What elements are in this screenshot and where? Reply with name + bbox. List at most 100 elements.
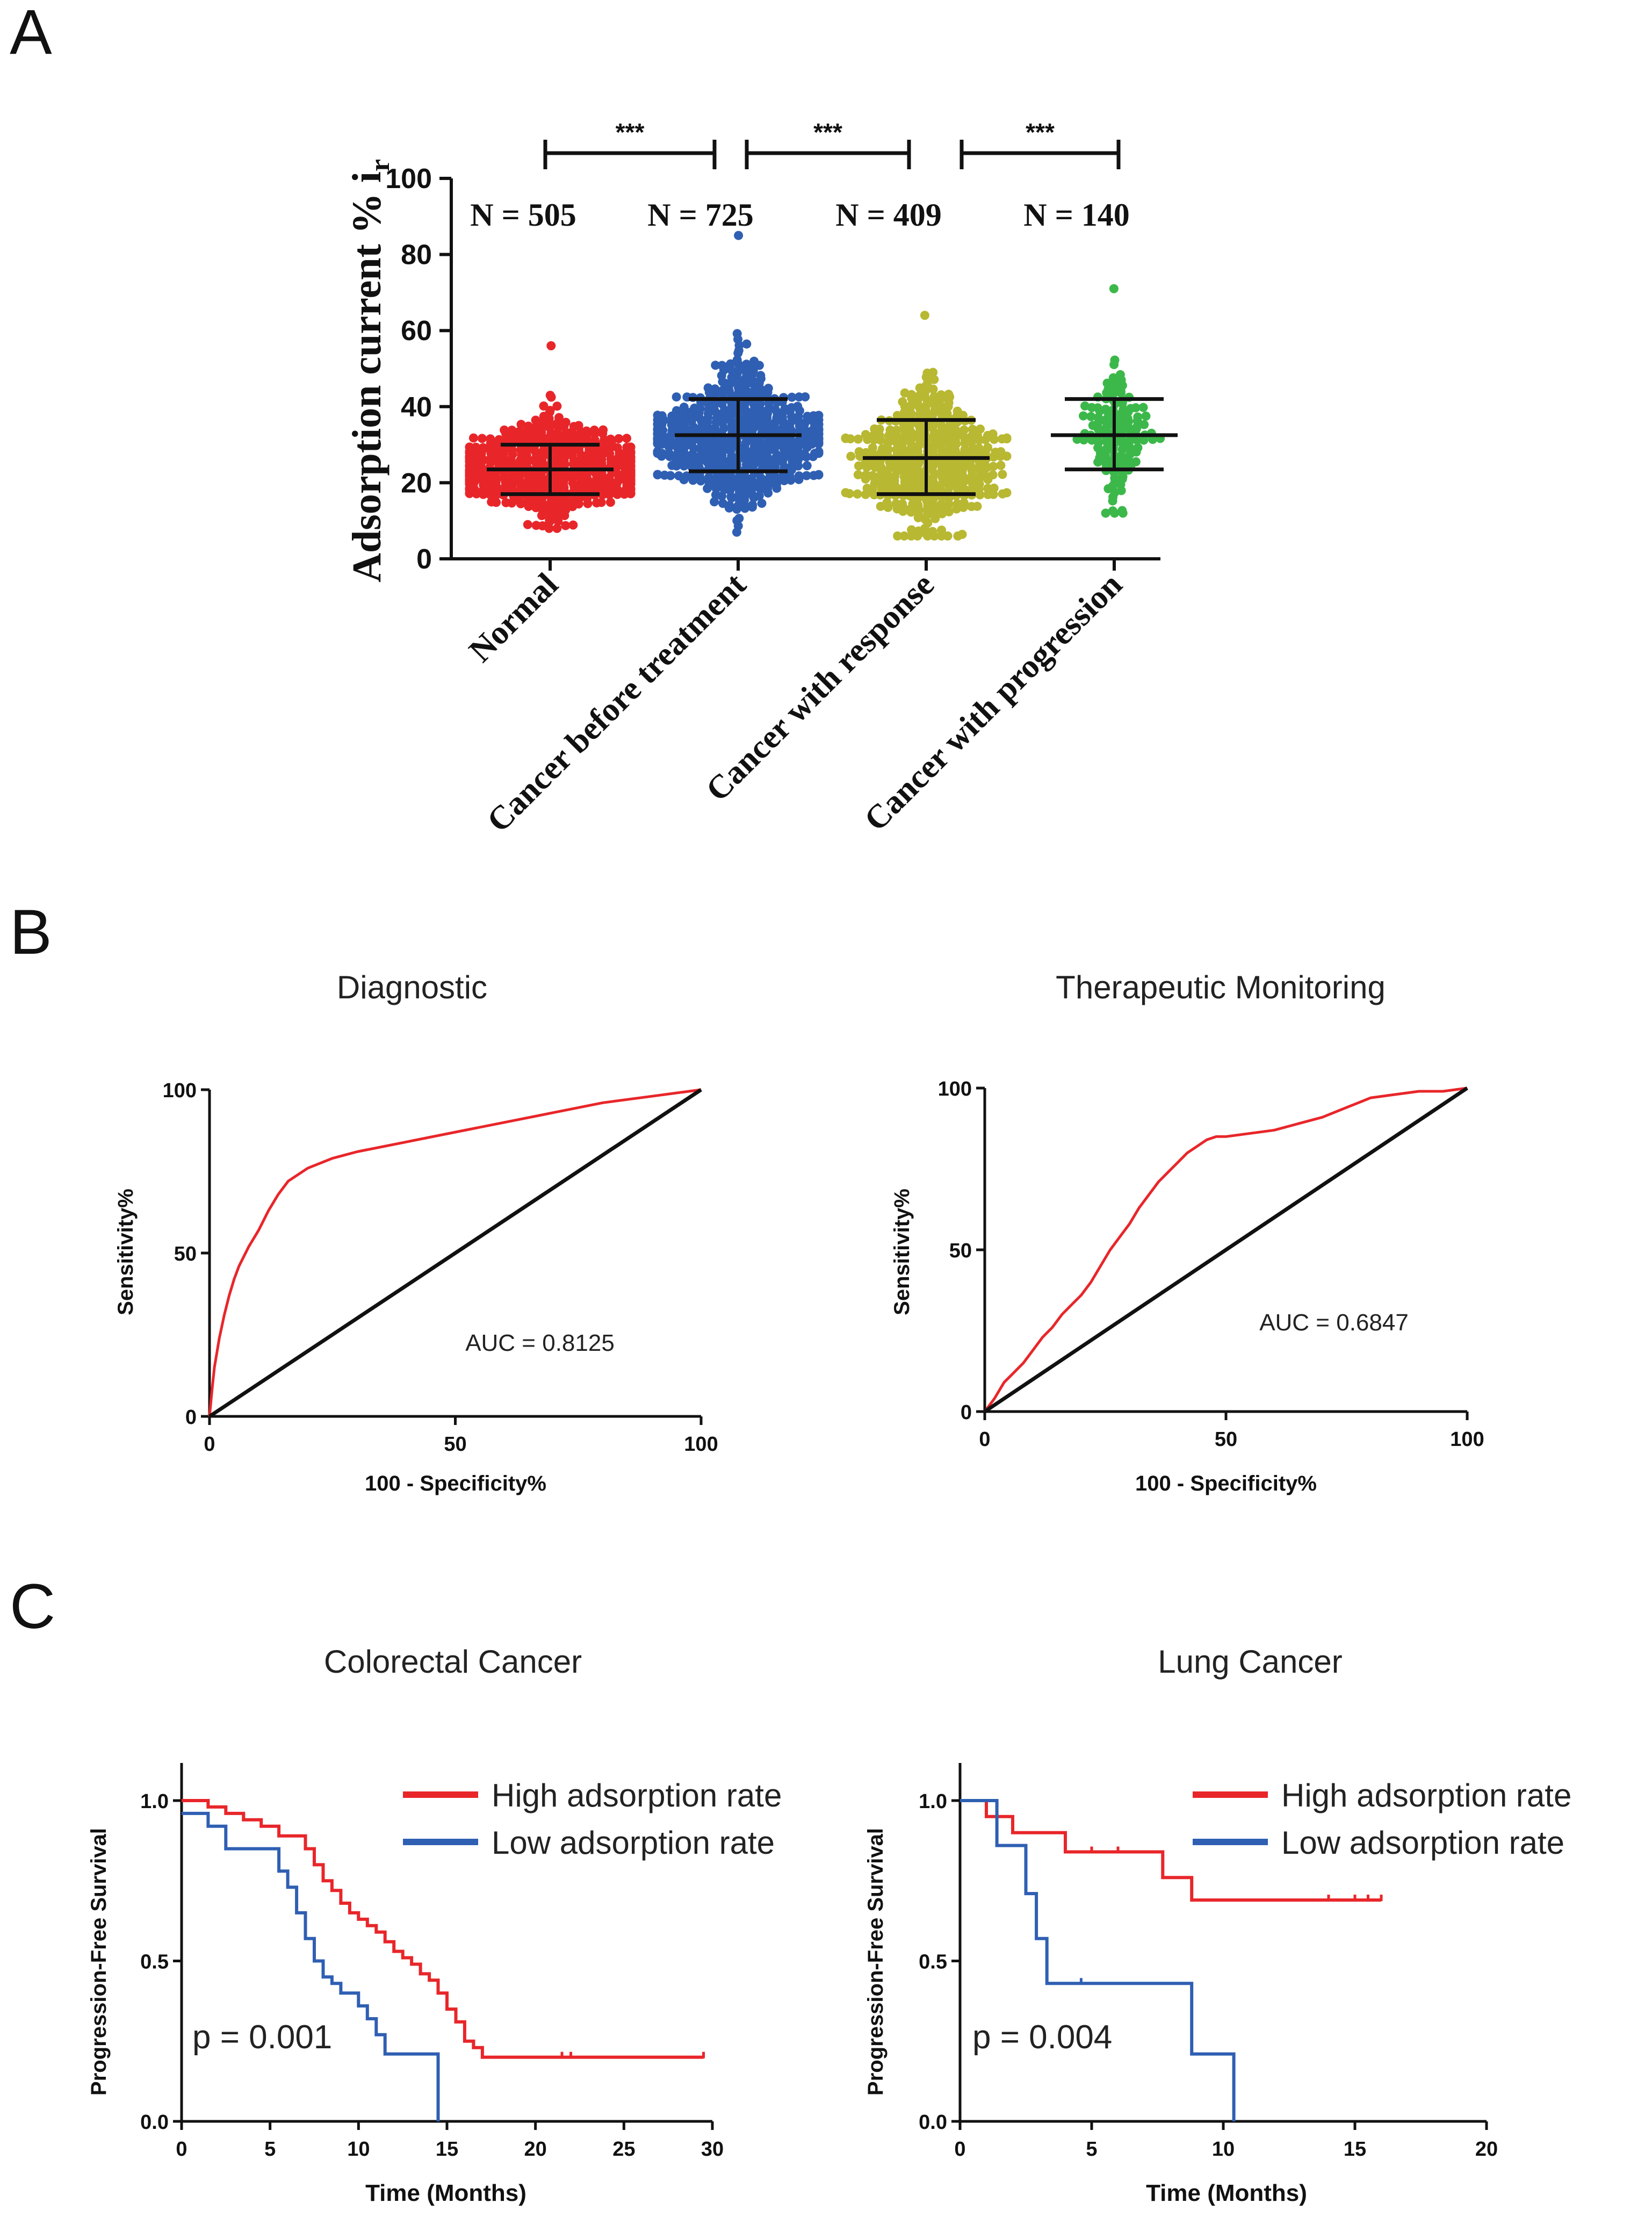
x-tick-label: 50 <box>444 1433 466 1456</box>
data-point <box>531 415 540 425</box>
data-point <box>665 449 674 458</box>
data-point <box>928 384 938 394</box>
data-point <box>1080 401 1090 411</box>
data-point <box>891 499 901 508</box>
data-point <box>763 384 773 393</box>
x-tick-label: 0 <box>979 1428 990 1451</box>
data-point <box>465 442 474 452</box>
data-point <box>861 470 871 480</box>
data-point <box>920 311 929 320</box>
data-point <box>960 425 969 435</box>
data-point <box>501 498 511 507</box>
data-point <box>1101 405 1110 414</box>
data-point <box>500 425 509 435</box>
data-point <box>552 523 562 533</box>
n-count-label: N = 725 <box>647 197 754 233</box>
y-tick-label: 40 <box>401 392 432 423</box>
data-point <box>928 527 937 536</box>
data-point <box>868 443 877 452</box>
data-point <box>988 429 998 439</box>
data-point <box>814 411 824 420</box>
p-value-annotation: p = 0.001 <box>192 2019 332 2056</box>
auc-annotation: AUC = 0.8125 <box>465 1330 615 1356</box>
panel-label-c: C <box>10 1571 55 1642</box>
data-point <box>929 500 939 510</box>
y-tick-label: 80 <box>401 240 432 271</box>
p-value-annotation: p = 0.004 <box>972 2019 1112 2056</box>
data-point <box>582 426 591 436</box>
data-point <box>944 499 954 509</box>
x-tick-label: 15 <box>1344 2138 1366 2161</box>
data-point <box>507 426 517 435</box>
data-point <box>561 521 571 530</box>
data-point <box>516 420 526 429</box>
data-point <box>862 484 872 493</box>
data-point <box>882 498 892 507</box>
y-tick-label: 1.0 <box>140 1790 169 1813</box>
data-point <box>943 531 953 541</box>
data-point <box>718 385 728 395</box>
data-point <box>1108 506 1117 516</box>
data-point <box>802 461 812 471</box>
data-point <box>937 526 946 535</box>
data-point <box>957 530 967 539</box>
data-point <box>711 361 720 370</box>
data-point <box>679 402 689 412</box>
data-point <box>861 430 870 440</box>
data-point <box>486 434 495 444</box>
data-point <box>598 425 608 435</box>
data-point <box>1079 411 1088 421</box>
significance-stars: *** <box>813 118 842 146</box>
y-tick-label: 100 <box>163 1079 197 1102</box>
data-point <box>732 329 742 339</box>
data-point <box>742 339 752 349</box>
data-point <box>802 471 811 480</box>
data-point <box>846 451 856 461</box>
data-point <box>892 411 902 420</box>
data-point <box>1108 373 1118 383</box>
y-axis-label: Progression-Free Survival <box>87 1828 111 2096</box>
panel-label-a: A <box>10 0 52 68</box>
y-tick-label: 50 <box>949 1240 972 1262</box>
n-count-label: N = 505 <box>470 197 576 233</box>
x-tick-label: 20 <box>524 2138 547 2161</box>
data-point <box>1138 402 1148 412</box>
data-point <box>734 514 744 523</box>
data-point <box>929 375 939 384</box>
category-label: Normal <box>462 566 565 670</box>
data-point <box>1139 420 1149 429</box>
data-point <box>494 435 504 444</box>
data-point <box>787 392 797 402</box>
y-tick-label: 0 <box>185 1406 197 1429</box>
data-point <box>841 433 850 443</box>
data-point <box>885 425 895 435</box>
panel-c-km-colorectal: Colorectal Cancer 0.0 0.5 1.0 0 5 10 15 20 25 30 Pr… <box>87 1644 782 2206</box>
data-point <box>1131 403 1141 413</box>
y-tick-label: 0.0 <box>140 2111 169 2134</box>
data-point <box>487 497 496 507</box>
panel-b-roc-diagnostic: Diagnostic 00 50 50 100 100 Sensitivity% 100 - … <box>114 969 718 1495</box>
data-point <box>561 418 571 427</box>
data-point <box>726 359 735 369</box>
data-point <box>983 443 993 452</box>
x-tick-label: 10 <box>347 2138 370 2161</box>
chart-title: Colorectal Cancer <box>324 1644 582 1680</box>
y-axis-label-main: Adsorption current % i <box>344 171 389 582</box>
data-point <box>757 499 767 508</box>
data-point <box>605 498 615 507</box>
data-point <box>653 411 662 420</box>
data-point <box>690 404 699 413</box>
x-tick-label: 0 <box>176 2138 187 2161</box>
panel-label-b: B <box>10 897 52 968</box>
data-point <box>539 401 549 411</box>
x-tick-label: 5 <box>1086 2138 1097 2161</box>
auc-annotation: AUC = 0.6847 <box>1259 1309 1409 1336</box>
y-tick-label: 100 <box>385 163 432 195</box>
data-point <box>531 521 541 530</box>
data-point <box>1002 488 1012 498</box>
data-point <box>1087 403 1096 412</box>
data-point <box>900 388 910 398</box>
data-point <box>936 390 946 400</box>
roc-curve <box>983 1086 1468 1413</box>
